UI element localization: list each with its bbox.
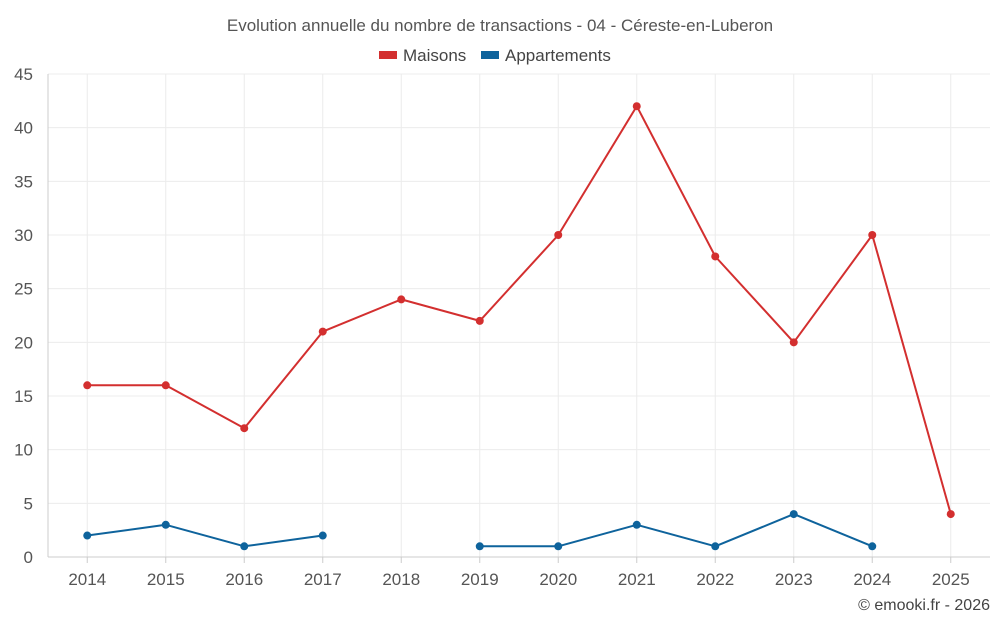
data-point-maisons (83, 381, 92, 390)
y-tick-label: 30 (14, 226, 33, 245)
y-tick-label: 45 (14, 65, 33, 84)
y-tick-label: 25 (14, 280, 33, 299)
x-tick-label: 2021 (618, 570, 656, 589)
data-point-appartements (318, 531, 327, 540)
credit-text: © emooki.fr - 2026 (858, 597, 990, 614)
data-point-maisons (946, 510, 955, 519)
data-point-appartements (632, 520, 641, 529)
y-tick-label: 5 (24, 494, 33, 513)
series-line-appartements (87, 523, 323, 548)
x-tick-label: 2025 (932, 570, 970, 589)
chart-title: Evolution annuelle du nombre de transact… (227, 16, 773, 35)
x-tick-label: 2023 (775, 570, 813, 589)
x-tick-label: 2022 (696, 570, 734, 589)
y-tick-label: 40 (14, 119, 33, 138)
x-tick-label: 2015 (147, 570, 185, 589)
data-point-appartements (554, 542, 563, 551)
data-point-appartements (161, 520, 170, 529)
y-tick-label: 20 (14, 333, 33, 352)
data-point-maisons (632, 102, 641, 111)
x-tick-label: 2017 (304, 570, 342, 589)
data-point-maisons (554, 231, 563, 239)
data-point-appartements (789, 510, 798, 519)
y-tick-label: 0 (24, 548, 33, 567)
legend-label-appartements: Appartements (505, 46, 611, 65)
x-tick-label: 2020 (539, 570, 577, 589)
legend: Maisons Appartements (379, 46, 611, 65)
data-point-maisons (868, 231, 877, 239)
data-point-maisons (475, 316, 484, 325)
legend-swatch-appartements (481, 51, 499, 59)
x-tick-label: 2018 (382, 570, 420, 589)
grid (48, 73, 990, 557)
x-tick-label: 2016 (225, 570, 263, 589)
x-tick-label: 2014 (68, 570, 106, 589)
data-point-maisons (397, 295, 406, 304)
data-point-appartements (711, 542, 720, 551)
series-line-maisons (87, 105, 952, 515)
data-point-appartements (240, 542, 249, 551)
legend-label-maisons: Maisons (403, 46, 466, 65)
data-point-appartements (475, 542, 484, 551)
data-point-maisons (240, 424, 249, 433)
x-tick-label: 2019 (461, 570, 499, 589)
data-point-maisons (161, 381, 170, 390)
legend-swatch-maisons (379, 51, 397, 59)
data-point-appartements (83, 531, 92, 540)
y-tick-label: 10 (14, 441, 33, 460)
series (83, 102, 955, 551)
data-point-maisons (711, 252, 720, 261)
x-tick-label: 2024 (853, 570, 891, 589)
series-line-appartements (479, 513, 873, 548)
y-tick-label: 35 (14, 172, 33, 191)
data-point-maisons (318, 327, 327, 336)
y-tick-label: 15 (14, 387, 33, 406)
data-point-maisons (789, 338, 798, 347)
data-point-appartements (868, 542, 877, 551)
